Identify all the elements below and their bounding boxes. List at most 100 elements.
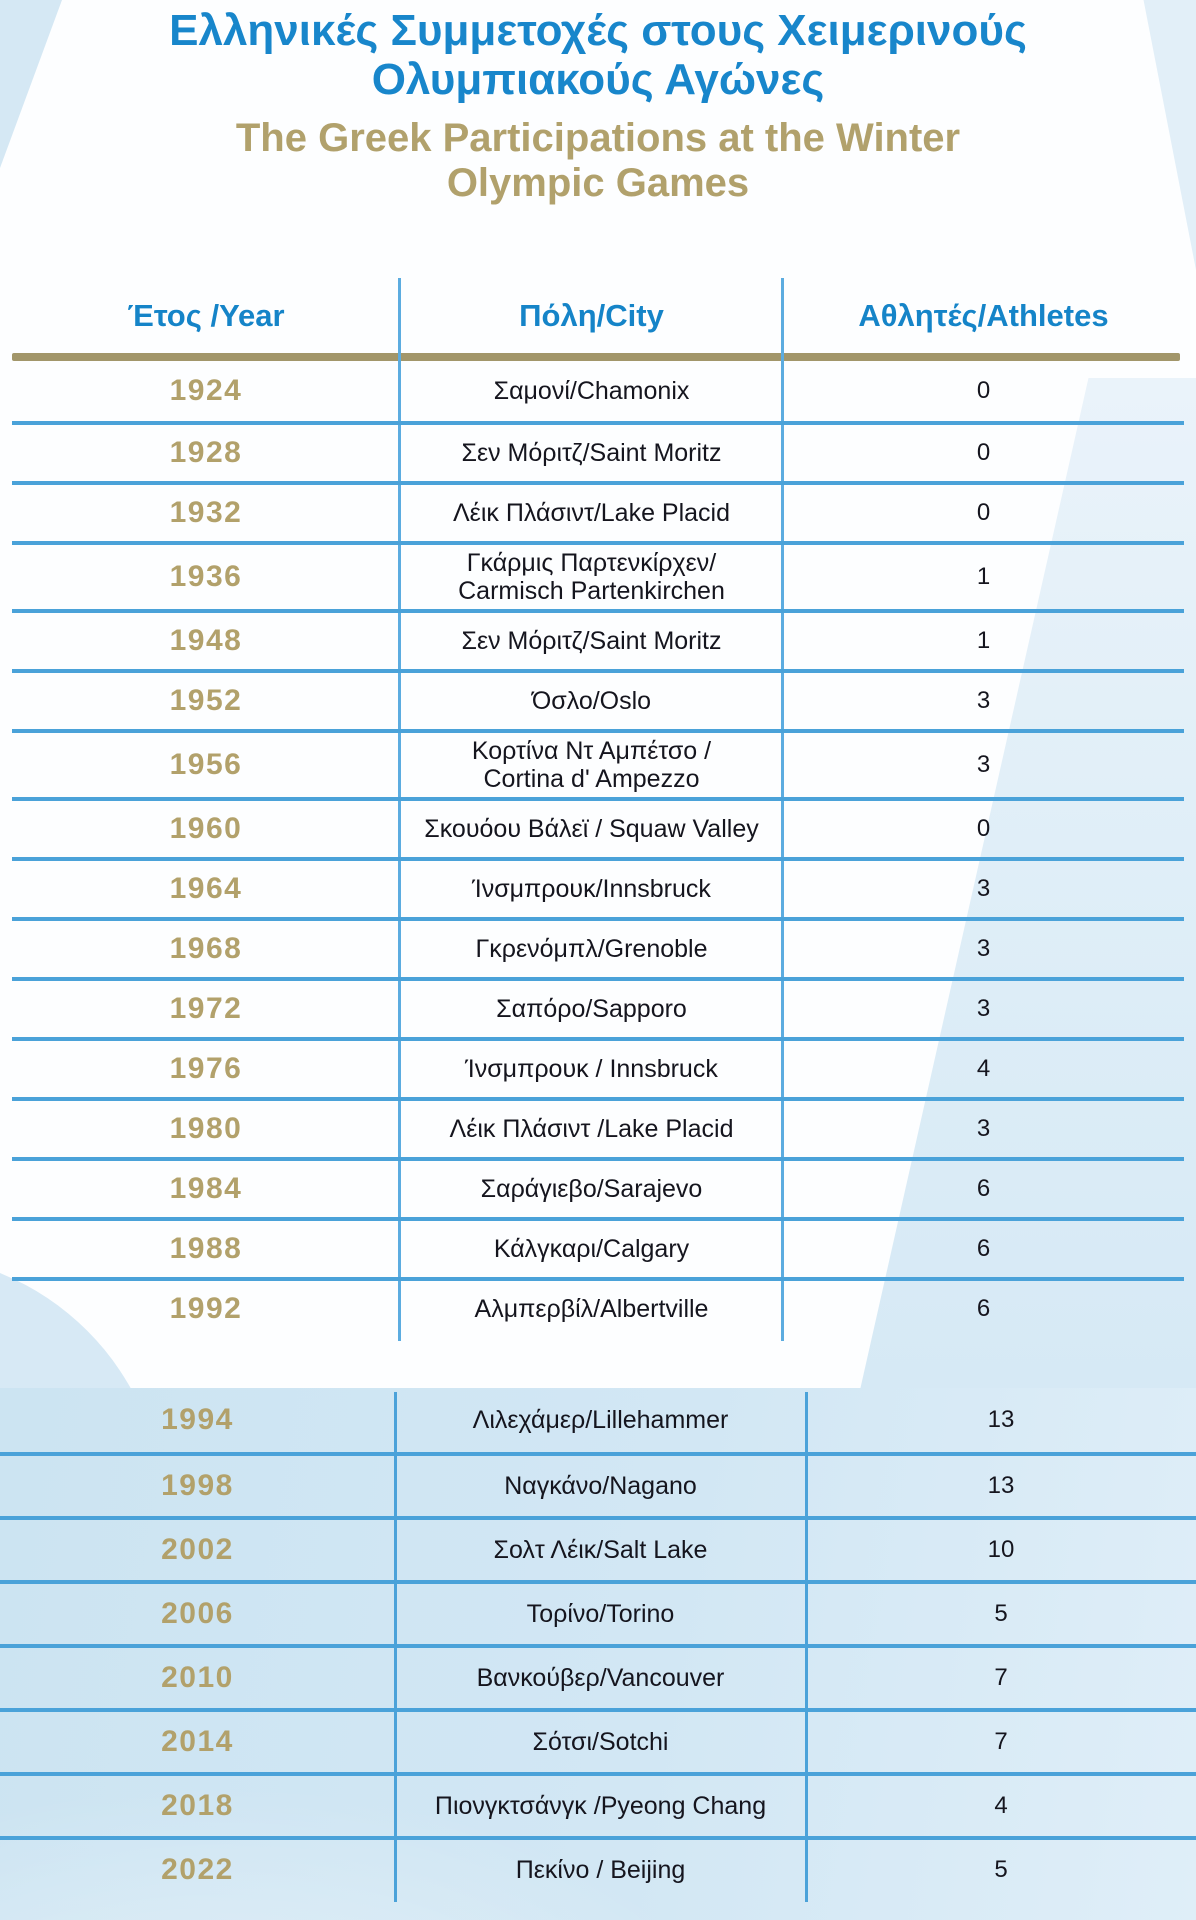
year-cell: 1984 — [169, 1172, 243, 1205]
titles-block: Ελληνικές Συμμετοχές στους Χειμερινούς Ο… — [0, 6, 1196, 206]
year-cell: 1948 — [169, 624, 243, 657]
city-line: Σεν Μόριτζ/Saint Moritz — [461, 439, 722, 467]
column-header-athletes: Αθλητές/Athletes — [858, 297, 1109, 333]
city-line: Σαπόρο/Sapporo — [496, 995, 687, 1023]
year-cell: 2006 — [161, 1597, 234, 1630]
gold-divider-rule — [12, 353, 1180, 361]
athletes-cell: 6 — [976, 1175, 991, 1202]
column-divider — [398, 278, 401, 1341]
page-title-english-line2: Olympic Games — [446, 161, 750, 205]
year-cell: 1994 — [161, 1403, 234, 1436]
city-cell: Σεν Μόριτζ/Saint Moritz — [400, 613, 783, 669]
year-cell: 1976 — [169, 1052, 243, 1085]
section2-background-band — [0, 1388, 1196, 1920]
year-cell: 1964 — [169, 872, 243, 905]
year-cell: 2018 — [161, 1789, 234, 1822]
city-cell: Σαπόρο/Sapporo — [400, 981, 783, 1037]
city-cell: Αλμπερβίλ/Albertville — [400, 1281, 783, 1337]
table-row: 2002 Σολτ Λέικ/Salt Lake 10 — [0, 1516, 1196, 1580]
city-line: Πιονγκτσάνγκ /Pyeong Chang — [434, 1792, 767, 1820]
city-cell: Όσλο/Oslo — [400, 673, 783, 729]
table-row: 1968 Γκρενόμπλ/Grenoble 3 — [12, 917, 1184, 977]
athletes-cell: 10 — [987, 1536, 1015, 1563]
table-row: 1952 Όσλο/Oslo 3 — [12, 669, 1184, 729]
athletes-cell: 0 — [976, 499, 991, 526]
table-row: 1980 Λέικ Πλάσιντ /Lake Placid 3 — [12, 1097, 1184, 1157]
city-line: Σολτ Λέικ/Salt Lake — [493, 1536, 708, 1564]
city-line: Τορίνο/Torino — [526, 1600, 675, 1628]
table-row: 1972 Σαπόρο/Sapporo 3 — [12, 977, 1184, 1037]
city-line: Βανκούβερ/Vancouver — [476, 1664, 725, 1692]
table-row: 1928 Σεν Μόριτζ/Saint Moritz 0 — [12, 421, 1184, 481]
city-line: Σαράγιεβο/Sarajevo — [480, 1175, 703, 1203]
year-cell: 1960 — [169, 812, 243, 845]
city-line: Λέικ Πλάσιντ/Lake Placid — [452, 499, 731, 527]
city-cell: Ίνσμπρουκ / Innsbruck — [400, 1041, 783, 1097]
athletes-cell: 0 — [976, 439, 991, 466]
city-cell: Λέικ Πλάσιντ/Lake Placid — [400, 485, 783, 541]
city-cell: Σαράγιεβο/Sarajevo — [400, 1161, 783, 1217]
city-line: Πεκίνο / Beijing — [515, 1856, 686, 1884]
athletes-cell: 3 — [976, 875, 991, 902]
year-cell: 1936 — [169, 560, 243, 593]
year-cell: 1980 — [169, 1112, 243, 1145]
table-row: 2014 Σότσι/Sotchi 7 — [0, 1708, 1196, 1772]
table-row: 1960 Σκουόου Βάλεϊ / Squaw Valley 0 — [12, 797, 1184, 857]
athletes-cell: 4 — [976, 1055, 991, 1082]
city-cell: Ίνσμπρουκ/Innsbruck — [400, 861, 783, 917]
table-row: 2018 Πιονγκτσάνγκ /Pyeong Chang 4 — [0, 1772, 1196, 1836]
city-cell: Κάλγκαρι/Calgary — [400, 1221, 783, 1277]
athletes-cell: 3 — [976, 935, 991, 962]
city-line: Λιλεχάμερ/Lillehammer — [472, 1406, 729, 1434]
athletes-cell: 3 — [976, 1115, 991, 1142]
table-section-1994-2022: 1994 Λιλεχάμερ/Lillehammer 13 1998 Ναγκάνο/N… — [0, 1388, 1196, 1900]
table-header-row: Έτος /Year Πόλη/City Αθλητές/Athletes — [12, 278, 1184, 353]
athletes-cell: 1 — [976, 563, 991, 590]
city-line: Όσλο/Oslo — [531, 687, 652, 715]
city-cell: Γκάρμις Παρτενκίρχεν/Carmisch Partenkirc… — [400, 545, 783, 609]
table-section-1924-1992: 1924 Σαμονί/Chamonix 0 1928 Σεν Μόριτζ/Saint… — [12, 361, 1184, 1337]
city-line: Ίνσμπρουκ/Innsbruck — [472, 875, 711, 903]
athletes-cell: 7 — [994, 1728, 1008, 1755]
column-header-city: Πόλη/City — [519, 297, 664, 333]
table-row: 2010 Βανκούβερ/Vancouver 7 — [0, 1644, 1196, 1708]
athletes-cell: 0 — [976, 815, 991, 842]
table-row: 1924 Σαμονί/Chamonix 0 — [12, 361, 1184, 421]
table-row: 1984 Σαράγιεβο/Sarajevo 6 — [12, 1157, 1184, 1217]
city-cell: Σεν Μόριτζ/Saint Moritz — [400, 425, 783, 481]
year-cell: 1924 — [169, 374, 243, 407]
athletes-cell: 6 — [976, 1235, 991, 1262]
year-cell: 2002 — [161, 1533, 234, 1566]
city-line: Σκουόου Βάλεϊ / Squaw Valley — [424, 815, 759, 843]
city-cell: Σότσι/Sotchi — [395, 1712, 806, 1772]
athletes-cell: 4 — [994, 1792, 1008, 1819]
city-line: Σότσι/Sotchi — [532, 1728, 669, 1756]
year-cell: 1956 — [169, 748, 243, 781]
city-line: Σαμονί/Chamonix — [493, 377, 690, 405]
city-line: Carmisch Partenkirchen — [458, 577, 725, 605]
city-line: Cortina d' Ampezzo — [483, 765, 700, 793]
page-title-greek: Ελληνικές Συμμετοχές στους Χειμερινούς Ο… — [0, 6, 1196, 104]
city-cell: Πεκίνο / Beijing — [395, 1840, 806, 1900]
athletes-cell: 7 — [994, 1664, 1008, 1691]
city-cell: Σκουόου Βάλεϊ / Squaw Valley — [400, 801, 783, 857]
table-row: 2006 Τορίνο/Torino 5 — [0, 1580, 1196, 1644]
year-cell: 1988 — [169, 1232, 243, 1265]
page-title-greek-line2: Ολυμπιακούς Αγώνες — [371, 55, 825, 104]
athletes-cell: 5 — [994, 1600, 1008, 1627]
table-row: 1992 Αλμπερβίλ/Albertville 6 — [12, 1277, 1184, 1337]
city-line: Αλμπερβίλ/Albertville — [474, 1295, 709, 1323]
city-cell: Ναγκάνο/Nagano — [395, 1456, 806, 1516]
year-cell: 1932 — [169, 496, 243, 529]
athletes-cell: 3 — [976, 995, 991, 1022]
year-cell: 2010 — [161, 1661, 234, 1694]
year-cell: 1952 — [169, 684, 243, 717]
city-cell: Σαμονί/Chamonix — [400, 361, 783, 421]
page-title-greek-line1: Ελληνικές Συμμετοχές στους Χειμερινούς — [169, 6, 1027, 55]
city-cell: Κορτίνα Ντ Αμπέτσο / Cortina d' Ampezzo — [400, 733, 783, 797]
athletes-cell: 3 — [976, 687, 991, 714]
athletes-cell: 3 — [976, 751, 991, 778]
year-cell: 2022 — [161, 1853, 234, 1886]
athletes-cell: 1 — [976, 627, 991, 654]
